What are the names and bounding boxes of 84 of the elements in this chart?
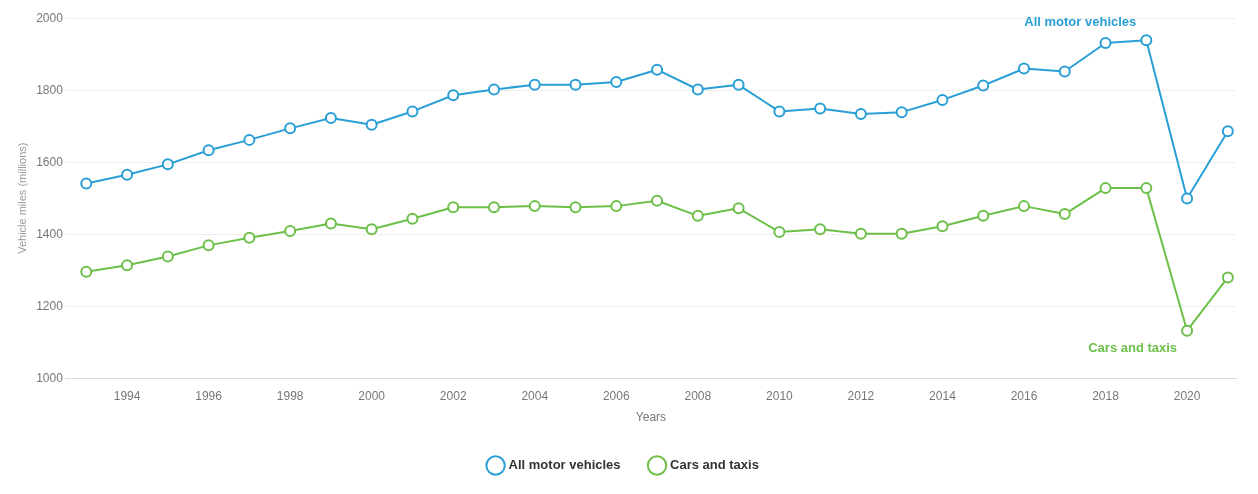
point xyxy=(447,201,460,214)
point xyxy=(1140,34,1153,47)
point xyxy=(773,226,786,239)
x-tick-label: 1996 xyxy=(195,388,223,403)
point xyxy=(243,231,256,244)
point xyxy=(121,259,134,272)
y-tick-label: 1000 xyxy=(36,370,64,385)
point xyxy=(569,201,582,214)
point xyxy=(284,224,297,237)
point xyxy=(1017,200,1030,213)
x-axis-title: Years xyxy=(635,410,667,425)
x-tick-label: 2012 xyxy=(847,388,875,403)
point xyxy=(528,200,541,213)
point xyxy=(691,209,704,222)
point xyxy=(1181,324,1194,337)
legend-label: Cars and taxis xyxy=(670,457,759,473)
point xyxy=(202,144,215,157)
point xyxy=(854,227,867,240)
point xyxy=(936,93,949,106)
point xyxy=(284,122,297,135)
point xyxy=(161,250,174,263)
y-tick-label: 1200 xyxy=(36,298,64,313)
point xyxy=(406,212,419,225)
point xyxy=(80,265,93,278)
point xyxy=(324,111,337,124)
point xyxy=(732,78,745,91)
point xyxy=(406,105,419,118)
text: All motor vehicles xyxy=(1024,13,1137,29)
point xyxy=(936,220,949,233)
y-tick-label: 1400 xyxy=(36,226,64,241)
point xyxy=(895,227,908,240)
x-tick-label: 2016 xyxy=(1010,388,1038,403)
x-tick-label: 2004 xyxy=(521,388,549,403)
x-tick-label: 2010 xyxy=(766,388,794,403)
x-tick-label: 2014 xyxy=(929,388,957,403)
x-tick-label: 2006 xyxy=(602,388,630,403)
x-tick-label: 1994 xyxy=(113,388,141,403)
x-tick-label: 2018 xyxy=(1092,388,1120,403)
point xyxy=(161,158,174,171)
point xyxy=(243,133,256,146)
point xyxy=(487,83,500,96)
x-tick-label: 1998 xyxy=(276,388,304,403)
y-tick-label: 1800 xyxy=(36,82,64,97)
point xyxy=(895,106,908,119)
point xyxy=(610,200,623,213)
point xyxy=(1181,192,1194,205)
point xyxy=(1140,182,1153,195)
point xyxy=(487,201,500,214)
point xyxy=(651,194,664,207)
y-axis-title: Vehicle miles (millions) xyxy=(15,142,28,254)
x-tick-label: 2000 xyxy=(358,388,386,403)
legend-label: All motor vehicles xyxy=(508,457,621,473)
point xyxy=(1058,208,1071,221)
y-tick-label: 2000 xyxy=(36,10,64,25)
point xyxy=(528,78,541,91)
point xyxy=(1017,62,1030,75)
point xyxy=(1099,182,1112,195)
point xyxy=(1221,125,1234,138)
point xyxy=(814,102,827,115)
point xyxy=(691,83,704,96)
x-tick-label: 2002 xyxy=(439,388,467,403)
point xyxy=(365,118,378,131)
point xyxy=(773,105,786,118)
x-tick-label: 2020 xyxy=(1173,388,1201,403)
point xyxy=(977,79,990,92)
point xyxy=(569,78,582,91)
point xyxy=(1058,65,1071,78)
point xyxy=(121,168,134,181)
point xyxy=(977,209,990,222)
point xyxy=(324,217,337,230)
point xyxy=(814,223,827,236)
point xyxy=(80,177,93,190)
point xyxy=(854,107,867,120)
point xyxy=(447,89,460,102)
point xyxy=(1099,37,1112,50)
point xyxy=(1221,271,1234,284)
point xyxy=(365,223,378,236)
text: Cars and taxis xyxy=(1088,340,1178,356)
point xyxy=(651,63,664,76)
point xyxy=(732,202,745,215)
point xyxy=(202,239,215,252)
point xyxy=(610,75,623,88)
y-tick-label: 1600 xyxy=(36,154,64,169)
x-tick-label: 2008 xyxy=(684,388,712,403)
